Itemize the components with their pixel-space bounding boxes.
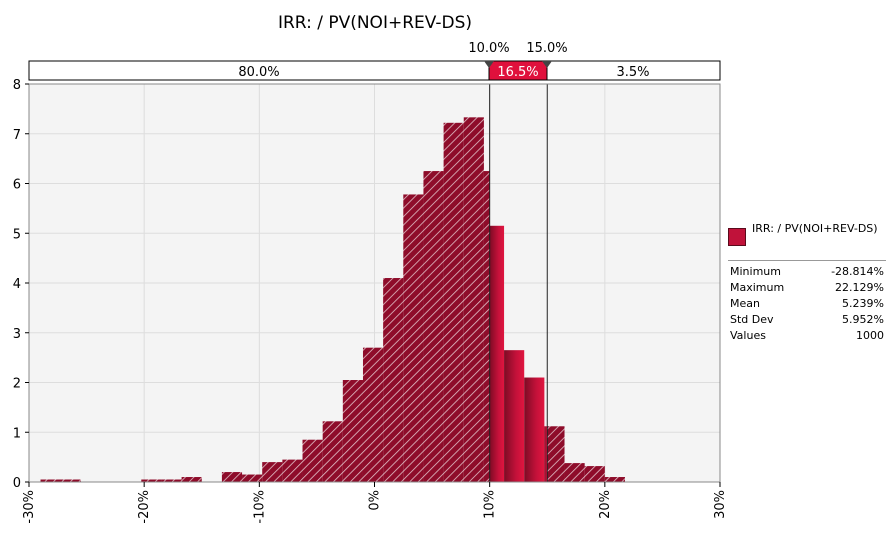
legend-divider [728, 260, 886, 261]
y-tick-label: 8 [13, 78, 21, 93]
legend-swatch [728, 228, 746, 246]
y-tick-label: 0 [13, 476, 21, 491]
stat-value: 5.239% [842, 297, 884, 310]
x-tick-label: -30% [22, 490, 37, 524]
x-tick-label: -20% [137, 490, 152, 524]
x-tick-label: 0% [368, 490, 383, 511]
histogram-bar [443, 122, 464, 483]
histogram-bar [362, 347, 384, 482]
histogram-bar [262, 462, 283, 482]
histogram-bar [322, 421, 343, 482]
stat-value: -28.814% [831, 265, 884, 278]
histogram-bar [544, 426, 548, 482]
y-tick-label: 2 [13, 377, 21, 392]
delimiter-bar[interactable]: 80.0% 16.5% 3.5% 10.0% 15.0% [28, 41, 721, 81]
histogram-bar [504, 350, 525, 482]
stat-value: 22.129% [835, 281, 884, 294]
y-tick-label: 1 [13, 426, 21, 441]
y-tick-label: 4 [13, 277, 21, 292]
histogram-bar [342, 380, 363, 482]
histogram-bar [564, 463, 585, 482]
x-tick-label: 30% [713, 490, 728, 519]
histogram-bar [161, 479, 182, 482]
stat-row-maximum: Maximum 22.129% [730, 280, 884, 296]
legend-series-name: IRR: / PV(NOI+REV-DS) [752, 222, 878, 235]
x-tick-label: 20% [598, 490, 613, 519]
left-delimiter-marker[interactable] [484, 61, 494, 68]
x-tick-label: -10% [252, 490, 267, 524]
band-right-label: 3.5% [616, 65, 649, 80]
histogram-bar [524, 377, 545, 482]
histogram-bar [483, 171, 490, 482]
y-tick-label: 7 [13, 128, 21, 143]
histogram-bar [547, 426, 565, 482]
stat-label: Values [730, 329, 766, 342]
delimiter-lines [489, 84, 548, 482]
right-delimiter-marker[interactable] [542, 61, 552, 68]
x-axis-ticks: -30% -20% -10% 0% 10% 20% 30% [22, 482, 728, 524]
stat-row-minimum: Minimum -28.814% [730, 264, 884, 280]
stat-row-mean: Mean 5.239% [730, 296, 884, 312]
stat-label: Mean [730, 297, 760, 310]
y-tick-label: 6 [13, 178, 21, 193]
histogram-bar [604, 477, 625, 482]
histogram-bar [489, 225, 505, 482]
x-tick-label: 10% [483, 490, 498, 519]
band-middle-label: 16.5% [497, 65, 538, 80]
y-tick-label: 5 [13, 227, 21, 242]
stat-label: Std Dev [730, 313, 774, 326]
histogram-bar [221, 472, 243, 482]
chart-title: IRR: / PV(NOI+REV-DS) [278, 13, 472, 33]
histogram-bar [242, 474, 263, 482]
band-right [546, 60, 721, 81]
right-delimiter-label: 15.0% [526, 41, 567, 56]
histogram-bar [40, 479, 81, 482]
stat-value: 5.952% [842, 313, 884, 326]
histogram-bar [181, 477, 202, 482]
histogram-bar [282, 459, 303, 482]
y-tick-label: 3 [13, 327, 21, 342]
stat-row-values: Values 1000 [730, 328, 884, 344]
stat-label: Maximum [730, 281, 785, 294]
histogram-bar [403, 194, 424, 482]
stat-value: 1000 [856, 329, 884, 342]
histogram-bar [141, 479, 162, 482]
histogram-bar [463, 117, 484, 483]
stat-row-std-dev: Std Dev 5.952% [730, 312, 884, 328]
histogram-bar [423, 171, 444, 482]
band-left-label: 80.0% [238, 65, 279, 80]
histogram-bar [302, 439, 323, 482]
y-axis-ticks: 0 1 2 3 4 5 6 7 8 [13, 78, 29, 491]
histogram-bar [383, 278, 404, 482]
left-delimiter-label: 10.0% [468, 41, 509, 56]
stat-label: Minimum [730, 265, 781, 278]
bars [40, 117, 625, 483]
histogram-bar [584, 466, 605, 482]
